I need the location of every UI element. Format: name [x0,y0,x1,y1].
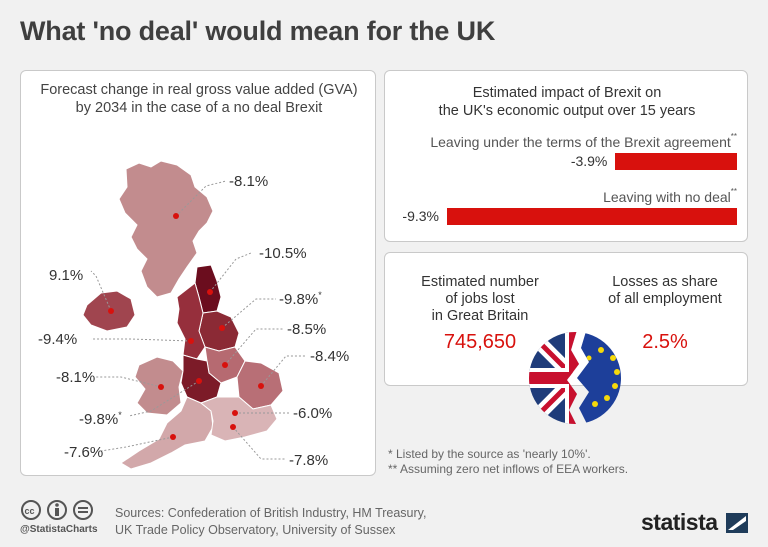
marker-north-west [188,338,194,344]
leader-wales [96,376,162,388]
page-title: What 'no deal' would mean for the UK [20,16,496,46]
label-west-midlands: -9.8%* [79,410,122,428]
leader-east-midlands [224,328,283,366]
marker-london [232,410,238,416]
map-panel: Forecast change in real gross value adde… [20,70,376,476]
bar-value-no-deal: -9.3% [402,208,439,224]
marker-east [258,383,264,389]
twitter-handle[interactable]: @StatistaCharts [20,524,98,535]
leader-west-midlands [128,380,200,417]
bar-category-label-1: Leaving with no deal** [603,187,737,205]
marker-west-midlands [196,378,202,384]
jobs-lost-heading: Estimated number of jobs lost in Great B… [395,274,565,325]
marker-south-east [230,424,236,430]
map-title-line-2: by 2034 in the case of a no deal Brexit [75,100,323,116]
label-yorkshire: -9.8%* [279,290,322,308]
label-wales: -8.1% [56,369,95,386]
marker-scotland [173,213,179,219]
jobs-lost-heading-line-2: of jobs lost [445,291,515,307]
map-title-line-1: Forecast change in real gross value adde… [40,82,358,98]
bar-category-mark-1: ** [730,187,737,196]
leader-north-east [209,252,252,293]
region-north-west [176,282,206,360]
share-heading: Losses as share of all employment [580,274,750,308]
svg-text:cc: cc [25,506,35,516]
label-london: -6.0% [293,405,332,422]
impact-title-line-1: Estimated impact of Brexit on [472,85,662,101]
sources-line-2: UK Trade Policy Observatory, University … [115,523,396,537]
label-south-west: -7.6% [64,444,103,461]
uk-map: -8.1% -10.5% 9.1% -9.8%* -9.4% -8.5% -8.… [38,160,349,470]
share-value: 2.5% [642,331,688,353]
bar-category-mark-0: ** [730,132,737,141]
cc-license-icon[interactable]: cc [20,499,98,521]
leader-north-west [91,338,192,342]
region-south-east [200,396,278,442]
map-title: Forecast change in real gross value adde… [21,81,377,117]
marker-north-east [207,289,213,295]
marker-wales [158,384,164,390]
sources: Sources: Confederation of British Indust… [115,505,426,539]
share-heading-line-2: of all employment [608,291,722,307]
impact-title: Estimated impact of Brexit on the UK's e… [385,84,749,120]
footnote-2: ** Assuming zero net inflows of EEA work… [388,462,629,476]
marker-ni [108,308,114,314]
label-ni: 9.1% [49,267,83,284]
share-heading-line-1: Losses as share [612,274,718,290]
marker-east-midlands [222,362,228,368]
leader-lines [90,180,306,460]
leader-ni [90,270,112,312]
leader-east [260,355,306,387]
leader-yorkshire [221,298,276,329]
label-scotland: -8.1% [229,173,268,190]
bar-category-label-0: Leaving under the terms of the Brexit ag… [430,132,737,150]
footnote-1: * Listed by the source as 'nearly 10%'. [388,447,591,461]
impact-panel: Estimated impact of Brexit on the UK's e… [384,70,748,242]
impact-title-line-2: the UK's economic output over 15 years [438,103,696,119]
label-north-east: -10.5% [259,245,307,262]
statista-logo[interactable]: statista [641,509,718,535]
statista-logo-icon [726,513,748,533]
jobs-lost-value: 745,650 [443,331,517,353]
jobs-lost-heading-line-3: in Great Britain [431,308,529,324]
sources-line-1: Sources: Confederation of British Indust… [115,506,427,520]
jobs-lost-heading-line-1: Estimated number [421,274,539,290]
label-west-midlands-star: * [118,410,122,420]
marker-south-west [170,434,176,440]
label-east-midlands: -8.5% [287,321,326,338]
leader-south-west [100,436,174,452]
bar-value-agreement: -3.9% [570,153,608,169]
region-scotland [118,160,214,298]
leader-scotland [175,180,227,217]
label-south-east: -7.8% [289,452,328,469]
uk-eu-flag-icon [527,330,623,426]
bar-no-deal [447,208,737,225]
region-markers [108,213,264,440]
label-east: -8.4% [310,348,349,365]
region-yorkshire [198,310,240,352]
marker-yorkshire [219,325,225,331]
label-north-west: -9.4% [38,331,77,348]
bar-agreement [615,153,737,170]
label-yorkshire-star: * [318,290,322,300]
